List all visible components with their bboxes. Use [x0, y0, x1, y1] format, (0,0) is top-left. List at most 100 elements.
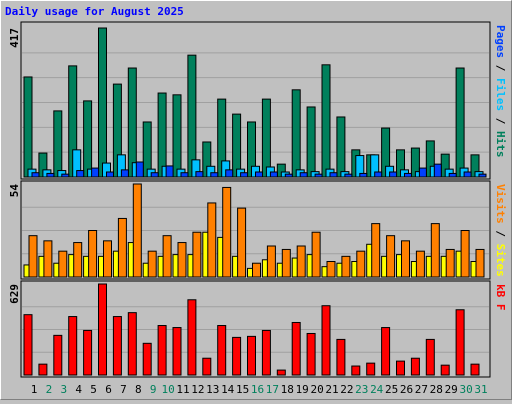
bar: [306, 332, 316, 376]
bar: [276, 369, 286, 376]
x-tick-label: 15: [236, 383, 249, 396]
x-tick-label: 28: [430, 383, 443, 396]
bar: [202, 357, 212, 376]
x-tick-label: 12: [191, 383, 204, 396]
legend-entry: Pages: [494, 25, 507, 58]
legend-separator: /: [494, 224, 507, 244]
x-tick-label: 22: [340, 383, 353, 396]
x-tick-label: 17: [266, 383, 279, 396]
bar: [299, 172, 308, 178]
legend: Pages / Files / Hits: [494, 25, 507, 158]
x-tick-label: 5: [90, 383, 97, 396]
bar: [217, 325, 227, 376]
x-tick-label: 30: [459, 383, 472, 396]
legend-separator: /: [494, 58, 507, 78]
bar: [440, 364, 450, 376]
bar: [222, 186, 232, 278]
bar: [371, 223, 381, 278]
legend: Visits / Sites: [494, 184, 507, 277]
bar: [460, 230, 470, 278]
bar: [232, 336, 242, 376]
bar: [103, 240, 112, 278]
x-tick-label: 8: [135, 383, 142, 396]
bar: [386, 235, 396, 278]
bar: [61, 173, 70, 178]
bar: [88, 230, 98, 278]
bar: [396, 360, 405, 376]
bar: [127, 67, 137, 178]
bar: [165, 165, 174, 178]
x-tick-label: 3: [60, 383, 67, 396]
bar: [120, 169, 129, 178]
bar: [172, 327, 182, 376]
bar: [374, 171, 383, 178]
bar: [112, 316, 122, 376]
bar: [142, 342, 152, 376]
bar: [291, 89, 301, 178]
y-tick-label: 54: [8, 184, 21, 198]
bar: [455, 67, 465, 178]
legend-entry: Hits: [494, 131, 507, 158]
bar: [147, 250, 157, 278]
y-tick-label: 417: [8, 28, 21, 48]
bar: [207, 202, 217, 278]
bar: [296, 245, 306, 278]
legend-entry: kB F: [494, 284, 507, 311]
bar: [177, 242, 187, 278]
bar: [73, 242, 83, 278]
legend-entry: Files: [494, 78, 507, 111]
x-tick-label: 18: [281, 383, 294, 396]
bar: [195, 171, 204, 178]
bar: [478, 173, 487, 178]
bar: [31, 172, 40, 178]
bar: [23, 76, 33, 178]
bar: [445, 248, 455, 278]
bar: [23, 314, 33, 376]
bar: [83, 100, 93, 178]
x-tick-label: 9: [150, 383, 157, 396]
x-tick-label: 26: [400, 383, 413, 396]
bar: [389, 171, 398, 178]
y-tick-label: 629: [8, 284, 21, 304]
bar: [43, 240, 53, 278]
bar: [321, 64, 331, 178]
bar: [83, 329, 93, 376]
bar: [401, 240, 410, 278]
bar: [425, 338, 435, 376]
x-tick-label: 13: [206, 383, 219, 396]
bar: [284, 173, 293, 178]
chart-title: Daily usage for August 2025: [5, 5, 184, 18]
bar: [344, 173, 353, 178]
x-tick-label: 27: [415, 383, 428, 396]
bar: [311, 231, 321, 278]
x-tick-label: 16: [251, 383, 264, 396]
x-tick-label: 24: [370, 383, 384, 396]
bar: [359, 172, 368, 178]
bar: [117, 217, 127, 278]
bar: [341, 255, 351, 278]
bar: [418, 167, 427, 178]
legend-entry: Sites: [494, 244, 507, 277]
x-tick-label: 21: [325, 383, 338, 396]
bar: [162, 235, 172, 278]
bar: [261, 329, 271, 376]
x-tick-label: 23: [355, 383, 368, 396]
bar: [404, 172, 412, 178]
bar: [306, 106, 316, 178]
bar: [172, 94, 182, 178]
bar: [38, 363, 48, 376]
bar: [150, 172, 159, 178]
bar: [247, 335, 256, 376]
x-tick-label: 2: [46, 383, 53, 396]
bar: [448, 172, 457, 178]
bar: [381, 327, 391, 376]
bar: [433, 163, 442, 178]
bar: [68, 316, 78, 376]
bar: [127, 312, 137, 376]
x-tick-label: 11: [176, 383, 189, 396]
legend-separator: /: [494, 111, 507, 131]
bar: [269, 171, 278, 178]
bar: [455, 309, 465, 376]
